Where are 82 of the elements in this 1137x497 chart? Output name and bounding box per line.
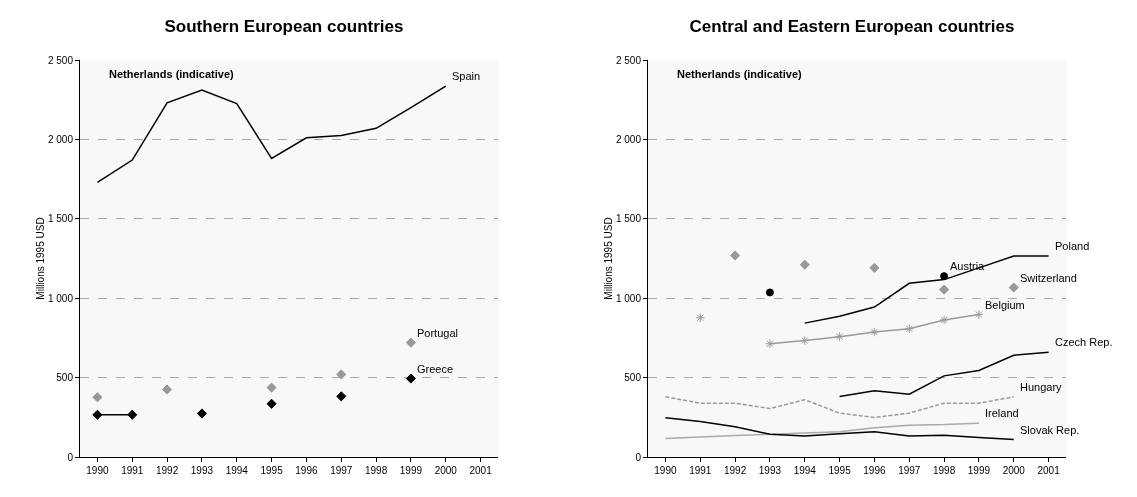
point xyxy=(695,313,705,323)
point xyxy=(939,315,949,325)
chart-title: Southern European countries xyxy=(164,16,404,36)
point xyxy=(266,382,277,393)
x-tick-label: 1995 xyxy=(828,465,852,476)
point xyxy=(800,335,810,346)
x-tick-label: 1992 xyxy=(723,465,747,476)
point xyxy=(162,384,173,395)
x-tick-label: 2000 xyxy=(1002,465,1026,476)
series-label: Austria xyxy=(950,260,986,272)
point xyxy=(127,409,138,420)
point xyxy=(765,339,775,349)
point xyxy=(869,327,880,337)
point xyxy=(1008,282,1019,293)
y-tick-label: 1 500 xyxy=(615,213,642,225)
x-tick-label: 1997 xyxy=(898,465,921,476)
point xyxy=(266,398,277,409)
point xyxy=(904,324,914,334)
x-tick-label: 1990 xyxy=(86,465,109,476)
point xyxy=(336,369,347,380)
y-axis-title: Millions 1995 USD xyxy=(34,217,46,300)
x-tick-label: 1991 xyxy=(689,465,712,476)
y-tick-label: 2 000 xyxy=(47,133,74,145)
x-tick-label: 2001 xyxy=(1037,465,1061,476)
x-tick-label: 1996 xyxy=(295,465,318,476)
point xyxy=(940,272,949,281)
series-label: Portugal xyxy=(417,327,458,339)
y-tick-label: 2 500 xyxy=(615,54,642,66)
point xyxy=(799,259,810,270)
x-tick-label: 1993 xyxy=(190,465,214,476)
line-series xyxy=(664,422,980,440)
point xyxy=(92,392,103,403)
point xyxy=(730,250,741,261)
series-label: Hungary xyxy=(1020,381,1063,393)
y-tick-label: 2 000 xyxy=(615,133,642,145)
point xyxy=(939,284,950,295)
x-tick-label: 1994 xyxy=(793,465,817,476)
y-tick-label: 500 xyxy=(624,372,642,384)
point xyxy=(196,408,207,419)
series-label: Switzerland xyxy=(1020,272,1077,284)
y-tick-label: 1 000 xyxy=(615,292,642,304)
annotation: Netherlands (indicative) xyxy=(109,68,235,80)
point xyxy=(834,331,845,342)
point xyxy=(869,262,880,273)
series-label: Czech Rep. xyxy=(1055,336,1113,348)
series-label: Poland xyxy=(1055,240,1090,252)
x-tick-label: 1998 xyxy=(932,465,956,476)
x-tick-label: 1999 xyxy=(967,465,991,476)
series-label: Ireland xyxy=(985,407,1019,419)
y-tick-label: 1 000 xyxy=(47,292,74,304)
point xyxy=(405,373,416,384)
x-tick-label: 1994 xyxy=(225,465,249,476)
x-tick-label: 1991 xyxy=(121,465,144,476)
annotation: Netherlands (indicative) xyxy=(677,68,803,80)
y-tick-label: 500 xyxy=(56,372,74,384)
x-tick-label: 2001 xyxy=(469,465,493,476)
x-tick-label: 1996 xyxy=(863,465,886,476)
point xyxy=(765,288,774,297)
y-tick-label: 0 xyxy=(635,451,642,463)
series-label: Greece xyxy=(417,363,454,375)
x-tick-label: 1995 xyxy=(260,465,284,476)
x-tick-label: 1990 xyxy=(654,465,677,476)
y-axis-title: Millions 1995 USD xyxy=(602,217,614,300)
x-tick-label: 1997 xyxy=(330,465,353,476)
line-series xyxy=(96,85,447,184)
point xyxy=(336,391,347,402)
point xyxy=(974,309,984,320)
line-series xyxy=(664,417,1015,441)
series-label: Slovak Rep. xyxy=(1020,424,1080,436)
y-tick-label: 2 500 xyxy=(47,54,74,66)
series-label: Belgium xyxy=(985,299,1025,311)
x-tick-label: 1993 xyxy=(758,465,782,476)
x-tick-label: 1992 xyxy=(155,465,179,476)
x-tick-label: 1998 xyxy=(364,465,388,476)
y-tick-label: 1 500 xyxy=(47,213,74,225)
x-tick-label: 2000 xyxy=(434,465,458,476)
point xyxy=(92,409,103,420)
chart-title: Central and Eastern European countries xyxy=(689,16,1015,36)
point xyxy=(405,337,416,348)
y-tick-label: 0 xyxy=(67,451,74,463)
series-label: Spain xyxy=(452,70,481,82)
x-tick-label: 1999 xyxy=(399,465,423,476)
